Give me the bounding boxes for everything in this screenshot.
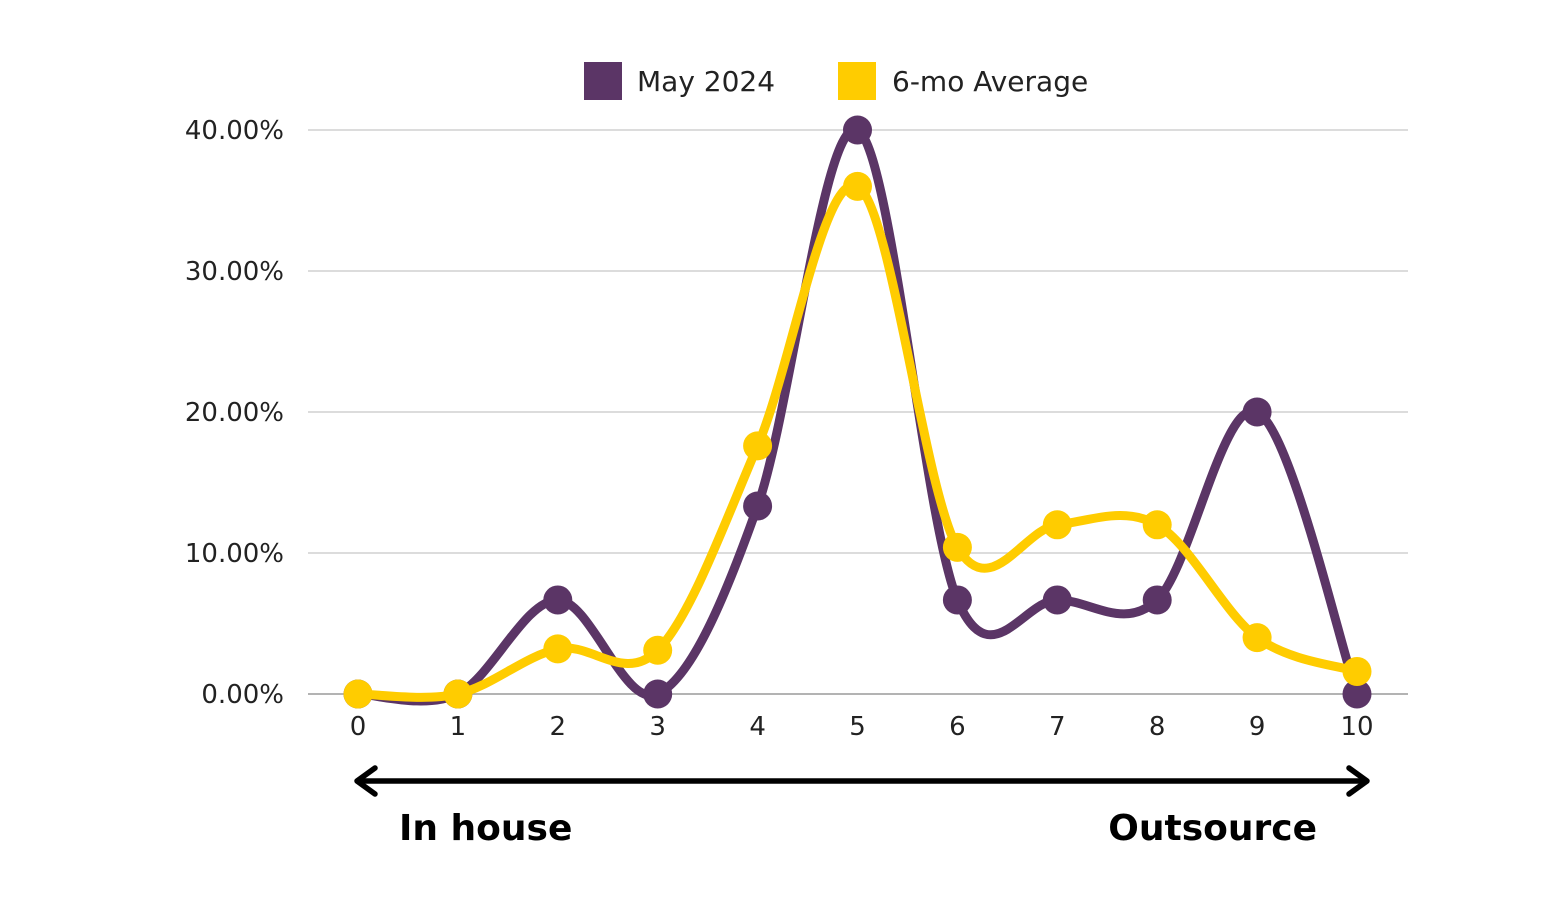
data-point	[743, 431, 773, 461]
in-house-outsource-arrow: In house Outsource	[354, 765, 1370, 849]
x-tick-label: 5	[849, 712, 866, 742]
y-tick-label: 20.00%	[185, 398, 284, 428]
series-0	[343, 115, 1372, 709]
series-1	[343, 171, 1372, 709]
y-tick-label: 40.00%	[185, 116, 284, 146]
data-point	[942, 532, 972, 562]
x-tick-label: 2	[550, 712, 567, 742]
data-point	[543, 585, 573, 615]
x-axis-ticks: 0 1 2 3 4 5 6 7 8 9 10	[350, 712, 1374, 742]
legend-swatch-6-mo-average	[838, 62, 876, 100]
data-point	[1342, 656, 1372, 686]
y-tick-label: 30.00%	[185, 257, 284, 287]
y-tick-label: 10.00%	[185, 539, 284, 569]
x-tick-label: 7	[1049, 712, 1066, 742]
data-point	[1142, 510, 1172, 540]
legend: May 2024 6-mo Average	[584, 62, 1088, 100]
data-point	[843, 171, 872, 201]
x-tick-label: 1	[450, 712, 467, 742]
data-point	[843, 115, 872, 145]
data-point	[543, 634, 573, 664]
x-tick-label: 8	[1149, 712, 1166, 742]
data-point	[1142, 585, 1172, 615]
series-lines	[343, 115, 1372, 709]
arrow-right-icon	[1346, 765, 1370, 797]
x-tick-label: 0	[350, 712, 367, 742]
in-house-label: In house	[399, 808, 572, 849]
data-point	[443, 679, 473, 709]
data-point	[1342, 679, 1372, 709]
data-point	[1042, 585, 1072, 615]
data-point	[743, 491, 773, 521]
x-tick-label: 3	[649, 712, 666, 742]
arrow-left-icon	[354, 765, 378, 797]
data-point	[1242, 623, 1272, 653]
y-axis-ticks: 0.00% 10.00% 20.00% 30.00% 40.00%	[185, 116, 284, 710]
series-line	[353, 181, 1362, 702]
outsource-label: Outsource	[1108, 808, 1317, 849]
data-point	[643, 635, 673, 665]
data-point	[643, 679, 673, 709]
x-tick-label: 6	[949, 712, 966, 742]
x-tick-label: 9	[1249, 712, 1266, 742]
data-point	[1242, 397, 1272, 427]
x-tick-label: 10	[1340, 712, 1373, 742]
data-point	[1042, 510, 1072, 540]
x-tick-label: 4	[749, 712, 766, 742]
legend-label-6-mo-average: 6-mo Average	[892, 65, 1088, 98]
data-point	[942, 585, 972, 615]
series-line	[353, 125, 1362, 706]
legend-label-may-2024: May 2024	[637, 65, 775, 98]
y-tick-label: 0.00%	[201, 680, 284, 710]
data-point	[343, 679, 373, 709]
legend-swatch-may-2024	[584, 62, 622, 100]
